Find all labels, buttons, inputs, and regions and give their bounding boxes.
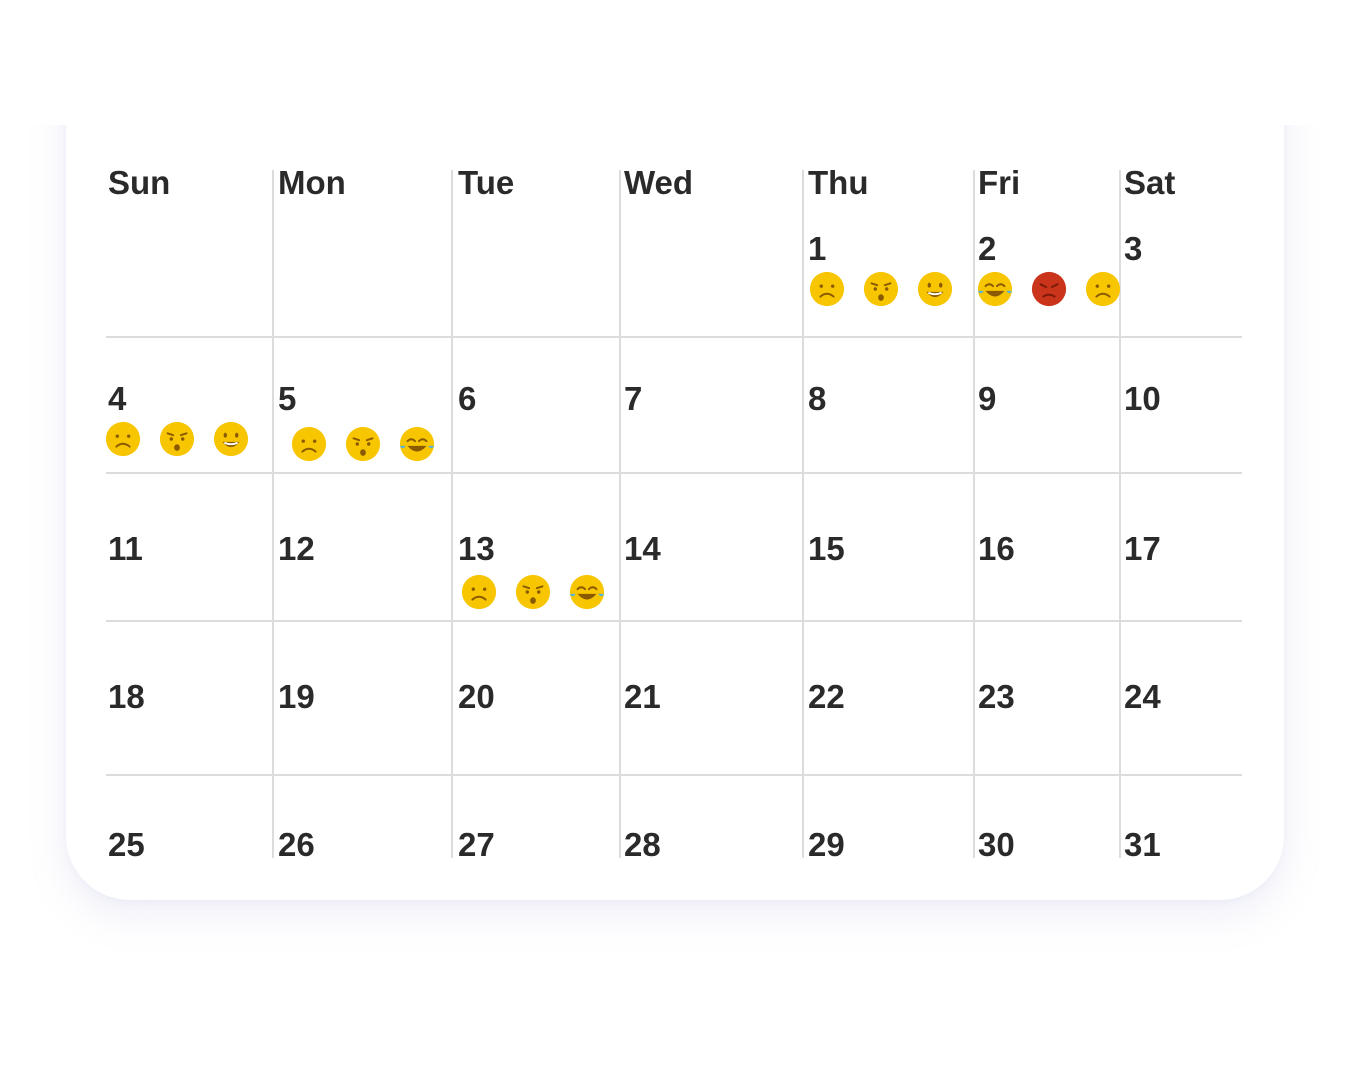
day-cell-31[interactable]: 31 — [1124, 826, 1161, 863]
weekday-header-fri: Fri — [978, 164, 1021, 201]
day-cell-13[interactable]: 13 — [458, 530, 495, 567]
day-cell-15[interactable]: 15 — [808, 530, 845, 567]
sad-face-icon[interactable] — [1084, 270, 1122, 308]
day-cell-20[interactable]: 20 — [458, 678, 495, 715]
weekday-header-tue: Tue — [458, 164, 515, 201]
day-cell-7[interactable]: 7 — [624, 380, 643, 417]
column-divider — [272, 170, 274, 858]
sad-face-icon[interactable] — [460, 573, 498, 611]
worried-face-icon[interactable] — [344, 425, 382, 463]
angry-face-icon[interactable] — [1030, 270, 1068, 308]
day-cell-19[interactable]: 19 — [278, 678, 315, 715]
mood-row — [290, 425, 452, 463]
day-cell-9[interactable]: 9 — [978, 380, 997, 417]
worried-face-icon[interactable] — [158, 420, 196, 458]
column-divider — [619, 170, 621, 858]
day-cell-17[interactable]: 17 — [1124, 530, 1161, 567]
mood-row — [104, 420, 266, 458]
day-cell-8[interactable]: 8 — [808, 380, 827, 417]
day-cell-28[interactable]: 28 — [624, 826, 661, 863]
mood-row — [976, 270, 1138, 308]
day-cell-25[interactable]: 25 — [108, 826, 145, 863]
tears-of-joy-face-icon[interactable] — [568, 573, 606, 611]
day-cell-23[interactable]: 23 — [978, 678, 1015, 715]
worried-face-icon[interactable] — [514, 573, 552, 611]
day-cell-2[interactable]: 2 — [978, 230, 997, 267]
tears-of-joy-face-icon[interactable] — [398, 425, 436, 463]
tears-of-joy-face-icon[interactable] — [976, 270, 1014, 308]
worried-face-icon[interactable] — [862, 270, 900, 308]
row-divider — [106, 620, 1242, 622]
day-cell-18[interactable]: 18 — [108, 678, 145, 715]
column-divider — [973, 170, 975, 858]
weekday-header-sat: Sat — [1124, 164, 1176, 201]
row-divider — [106, 774, 1242, 776]
day-cell-11[interactable]: 11 — [108, 530, 143, 567]
grin-face-icon[interactable] — [212, 420, 250, 458]
row-divider — [106, 336, 1242, 338]
weekday-header-wed: Wed — [624, 164, 694, 201]
day-cell-27[interactable]: 27 — [458, 826, 495, 863]
sad-face-icon[interactable] — [808, 270, 846, 308]
weekday-header-mon: Mon — [278, 164, 346, 201]
day-cell-29[interactable]: 29 — [808, 826, 845, 863]
mood-row — [808, 270, 970, 308]
day-cell-21[interactable]: 21 — [624, 678, 661, 715]
row-divider — [106, 472, 1242, 474]
sad-face-icon[interactable] — [104, 420, 142, 458]
day-cell-4[interactable]: 4 — [108, 380, 127, 417]
sad-face-icon[interactable] — [290, 425, 328, 463]
column-divider — [451, 170, 453, 858]
day-cell-5[interactable]: 5 — [278, 380, 297, 417]
weekday-header-thu: Thu — [808, 164, 869, 201]
weekday-header-sun: Sun — [108, 164, 171, 201]
day-cell-24[interactable]: 24 — [1124, 678, 1161, 715]
top-background — [0, 0, 1350, 125]
column-divider — [1119, 170, 1121, 858]
day-cell-14[interactable]: 14 — [624, 530, 661, 567]
day-cell-1[interactable]: 1 — [808, 230, 827, 267]
day-cell-10[interactable]: 10 — [1124, 380, 1161, 417]
day-cell-12[interactable]: 12 — [278, 530, 315, 567]
grin-face-icon[interactable] — [916, 270, 954, 308]
day-cell-22[interactable]: 22 — [808, 678, 845, 715]
calendar-card — [66, 40, 1284, 900]
day-cell-26[interactable]: 26 — [278, 826, 315, 863]
column-divider — [802, 170, 804, 858]
day-cell-3[interactable]: 3 — [1124, 230, 1143, 267]
day-cell-6[interactable]: 6 — [458, 380, 477, 417]
mood-row — [460, 573, 622, 611]
day-cell-30[interactable]: 30 — [978, 826, 1015, 863]
day-cell-16[interactable]: 16 — [978, 530, 1015, 567]
